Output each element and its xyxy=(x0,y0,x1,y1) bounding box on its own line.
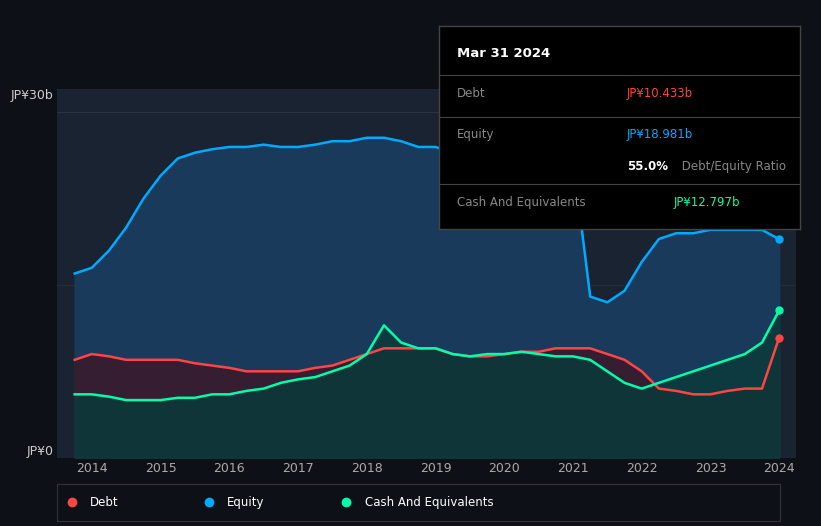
Text: JP¥18.981b: JP¥18.981b xyxy=(627,128,693,140)
Text: JP¥0: JP¥0 xyxy=(27,444,54,458)
Text: Equity: Equity xyxy=(227,496,264,509)
Text: Mar 31 2024: Mar 31 2024 xyxy=(457,47,551,59)
Text: JP¥30b: JP¥30b xyxy=(11,89,54,103)
Text: Cash And Equivalents: Cash And Equivalents xyxy=(365,496,493,509)
Text: Debt: Debt xyxy=(457,87,486,100)
Text: JP¥12.797b: JP¥12.797b xyxy=(674,196,741,209)
Text: Debt: Debt xyxy=(90,496,118,509)
Text: Debt/Equity Ratio: Debt/Equity Ratio xyxy=(677,160,786,173)
Text: Equity: Equity xyxy=(457,128,495,140)
Text: Cash And Equivalents: Cash And Equivalents xyxy=(457,196,586,209)
Text: JP¥10.433b: JP¥10.433b xyxy=(627,87,693,100)
Text: 55.0%: 55.0% xyxy=(627,160,668,173)
